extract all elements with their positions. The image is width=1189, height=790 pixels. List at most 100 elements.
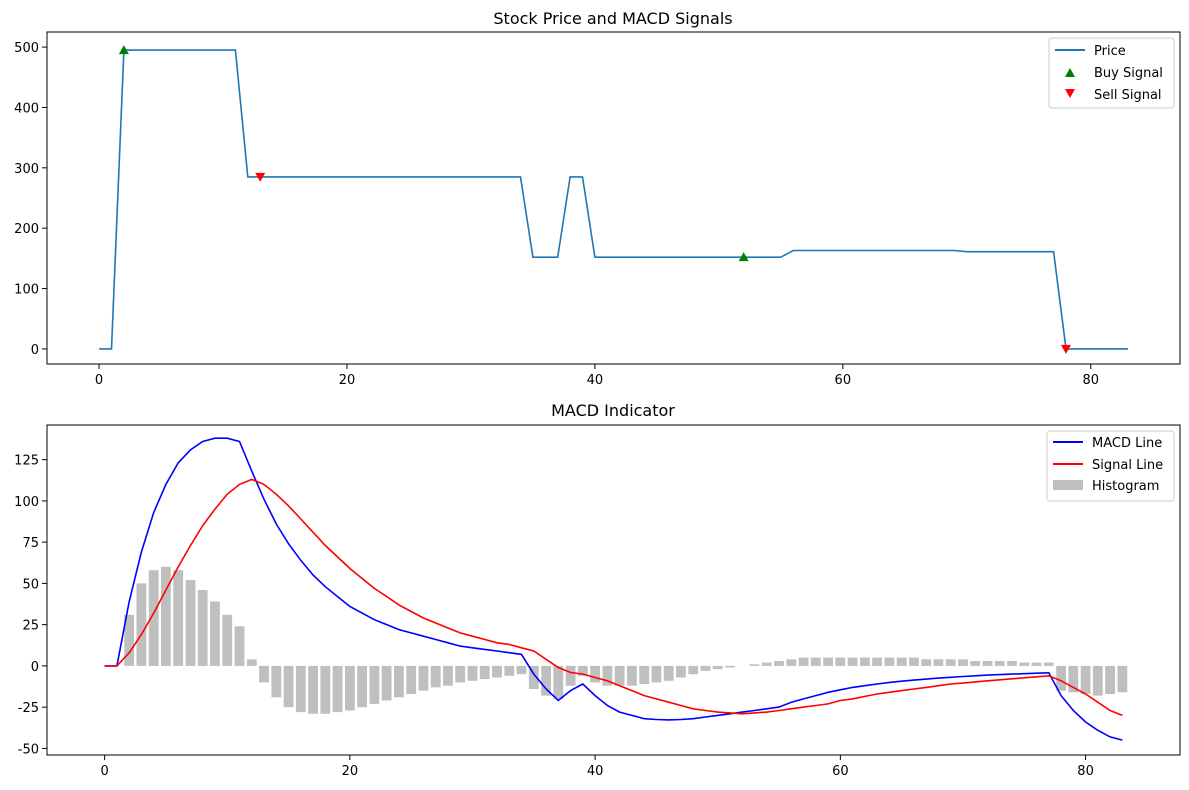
macd-legend: MACD Line Signal Line Histogram bbox=[1046, 430, 1175, 502]
histogram-bar bbox=[345, 665, 355, 711]
histogram-bar bbox=[688, 665, 699, 675]
x-tick-label: 80 bbox=[1077, 764, 1094, 779]
histogram-bar bbox=[786, 659, 797, 666]
legend-price-label: Price bbox=[1094, 44, 1126, 59]
histogram-bar bbox=[541, 665, 551, 696]
histogram-bar bbox=[1117, 665, 1128, 693]
histogram-bar bbox=[308, 665, 318, 714]
histogram-bar bbox=[283, 665, 294, 708]
macd-series-group bbox=[104, 437, 1123, 741]
legend-sell-label: Sell Signal bbox=[1094, 88, 1162, 103]
legend-histogram-swatch bbox=[1053, 480, 1083, 490]
histogram-bar bbox=[467, 665, 478, 681]
histogram-bar bbox=[798, 657, 809, 666]
histogram-bar bbox=[320, 665, 331, 714]
x-tick-label: 80 bbox=[1082, 373, 1099, 388]
histogram-bar bbox=[725, 665, 735, 668]
y-tick-label: 100 bbox=[14, 283, 39, 298]
histogram-bar bbox=[430, 665, 441, 688]
histogram-bar bbox=[185, 580, 196, 666]
x-tick-label: 40 bbox=[587, 764, 604, 779]
histogram-bar bbox=[663, 665, 674, 681]
histogram-bar bbox=[332, 665, 343, 713]
histogram-bar bbox=[1092, 665, 1103, 696]
histogram-bar bbox=[590, 665, 600, 683]
legend-histogram-label: Histogram bbox=[1092, 479, 1159, 494]
histogram-bar bbox=[210, 601, 220, 666]
y-tick-label: 0 bbox=[31, 343, 39, 358]
legend-buy-swatch bbox=[1065, 68, 1075, 77]
histogram-bar bbox=[528, 665, 539, 689]
y-tick-label: 500 bbox=[14, 41, 39, 56]
legend-signal-label: Signal Line bbox=[1092, 458, 1163, 473]
y-tick-label: 75 bbox=[22, 536, 39, 551]
histogram-bar bbox=[945, 659, 956, 666]
macd-subplot: MACD Indicator 0 20 40 60 80 -50 -25 0 25 50 75 100… bbox=[14, 401, 1181, 779]
histogram-bar bbox=[173, 570, 184, 666]
y-tick-label: 50 bbox=[22, 577, 39, 592]
legend-sell-swatch bbox=[1065, 89, 1075, 98]
histogram-bar bbox=[394, 665, 404, 698]
histogram-bar bbox=[443, 665, 453, 686]
histogram-bar bbox=[639, 665, 650, 684]
histogram-bar bbox=[516, 665, 527, 675]
histogram-bar bbox=[958, 659, 968, 666]
price-axes-frame bbox=[46, 31, 1181, 365]
histogram-bar bbox=[295, 665, 306, 713]
histogram-bar bbox=[651, 665, 662, 683]
histogram-bar bbox=[700, 665, 711, 671]
y-tick-label: 300 bbox=[14, 162, 39, 177]
histogram-bar bbox=[259, 665, 269, 683]
histogram-bar bbox=[676, 665, 686, 678]
y-tick-label: 25 bbox=[22, 619, 39, 634]
sell-signal-marker bbox=[255, 172, 266, 182]
histogram-bar bbox=[823, 657, 833, 666]
histogram-bar bbox=[1105, 665, 1115, 694]
histogram-bar bbox=[197, 590, 208, 666]
histogram-bar bbox=[504, 665, 515, 676]
histogram-bar bbox=[234, 626, 245, 666]
legend-buy-label: Buy Signal bbox=[1094, 66, 1163, 81]
histogram-bar bbox=[1019, 662, 1030, 666]
price-axis-ticks: 0 20 40 60 80 0 100 200 300 400 500 bbox=[14, 41, 1099, 388]
y-tick-label: 400 bbox=[14, 101, 39, 116]
histogram-bar bbox=[884, 657, 895, 666]
histogram-bar bbox=[749, 664, 760, 666]
price-legend: Price Buy Signal Sell Signal bbox=[1048, 37, 1175, 109]
histogram-bar bbox=[810, 657, 821, 666]
price-subplot: Stock Price and MACD Signals 0 20 40 60 80 0 1… bbox=[14, 9, 1181, 388]
x-tick-label: 60 bbox=[832, 764, 849, 779]
histogram-bar bbox=[860, 657, 870, 666]
macd-chart-title: MACD Indicator bbox=[551, 401, 675, 420]
histogram-bar bbox=[847, 657, 858, 666]
histogram-bar bbox=[970, 661, 981, 666]
histogram-bar bbox=[418, 665, 429, 691]
y-tick-label: -25 bbox=[18, 701, 39, 716]
histogram-bar bbox=[161, 566, 171, 666]
histogram-bar bbox=[136, 583, 147, 666]
price-chart-title: Stock Price and MACD Signals bbox=[493, 9, 732, 28]
histogram-bar bbox=[1043, 662, 1054, 666]
histogram-bar bbox=[761, 662, 772, 666]
histogram-bar bbox=[565, 665, 576, 686]
histogram-bar bbox=[577, 665, 588, 676]
histogram-bar bbox=[1056, 665, 1066, 691]
sell-signal-marker bbox=[1060, 344, 1071, 354]
x-tick-label: 60 bbox=[835, 373, 852, 388]
x-tick-label: 40 bbox=[587, 373, 604, 388]
y-tick-label: 125 bbox=[14, 454, 39, 469]
x-tick-label: 0 bbox=[95, 373, 103, 388]
histogram-bar bbox=[909, 657, 919, 666]
histogram-bar bbox=[614, 665, 625, 686]
histogram-bar bbox=[1031, 662, 1042, 666]
histogram-bar bbox=[872, 657, 882, 666]
signal-markers-group bbox=[118, 45, 1071, 354]
macd-line bbox=[104, 437, 1123, 741]
histogram-bar bbox=[369, 665, 380, 704]
histogram-bar bbox=[246, 659, 257, 666]
histogram-bar bbox=[553, 665, 564, 699]
histogram-bar bbox=[271, 665, 282, 698]
macd-axes-frame bbox=[46, 424, 1181, 756]
histogram-bar bbox=[712, 665, 723, 670]
histogram-bar bbox=[933, 659, 944, 666]
